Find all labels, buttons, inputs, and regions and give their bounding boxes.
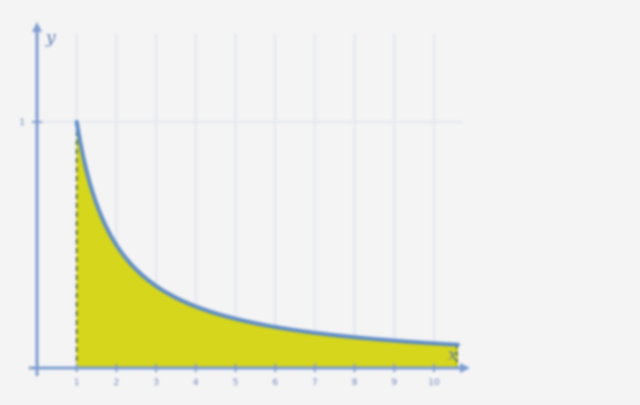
x-tick-label: 3 (153, 378, 159, 388)
y-axis-label: y (45, 28, 56, 48)
x-tick-label: 4 (193, 378, 199, 388)
tick-marks: 1 2 3 4 5 6 7 8 9 10 1 (19, 118, 440, 388)
area-under-curve (76, 122, 458, 368)
x-tick-label: 8 (352, 378, 358, 388)
x-tick-label: 5 (233, 378, 239, 388)
x-tick-label: 10 (428, 378, 440, 388)
grid-lines (37, 34, 462, 368)
x-tick-label: 1 (74, 378, 80, 388)
y-axis-arrow-icon (32, 22, 42, 32)
x-tick-label: 9 (391, 378, 397, 388)
x-tick-label: 7 (312, 378, 318, 388)
x-axis-label: x (448, 345, 458, 365)
series-line (74, 120, 460, 347)
x-tick-label: 2 (114, 378, 120, 388)
y-tick-label: 1 (19, 118, 25, 128)
x-tick-label: 6 (272, 378, 278, 388)
x-axis-arrow-icon (460, 363, 470, 373)
